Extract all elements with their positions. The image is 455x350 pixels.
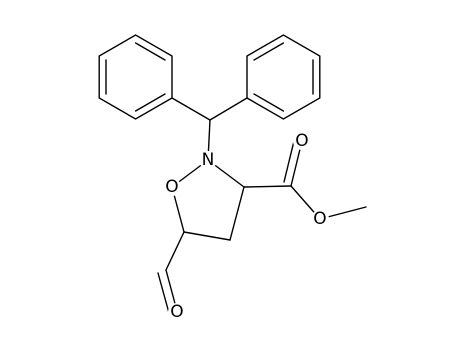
bond (183, 231, 231, 241)
atom-label: O (165, 177, 178, 197)
bond (157, 272, 170, 314)
left-phenyl (98, 34, 173, 120)
label-bg (163, 178, 181, 196)
label-bg (199, 151, 217, 169)
right-phenyl (246, 34, 321, 120)
bonds (98, 34, 367, 314)
bond (171, 97, 211, 121)
label-bg (311, 210, 329, 228)
aromatic-inner (253, 93, 285, 112)
bond (229, 186, 245, 241)
atom-label: O (295, 131, 308, 151)
atom-label: O (313, 209, 326, 229)
bond (243, 185, 292, 188)
atom-label: N (202, 150, 215, 170)
label-bg (293, 132, 311, 150)
aromatic-inner (134, 42, 166, 61)
atom-label: O (170, 302, 183, 322)
bond (209, 97, 248, 121)
atom-labels: N O O O O (163, 131, 329, 322)
bond (283, 140, 295, 183)
aromatic-inner (134, 93, 166, 112)
bond (165, 231, 185, 271)
label-bg (168, 303, 186, 321)
aromatic-inner (253, 42, 285, 61)
